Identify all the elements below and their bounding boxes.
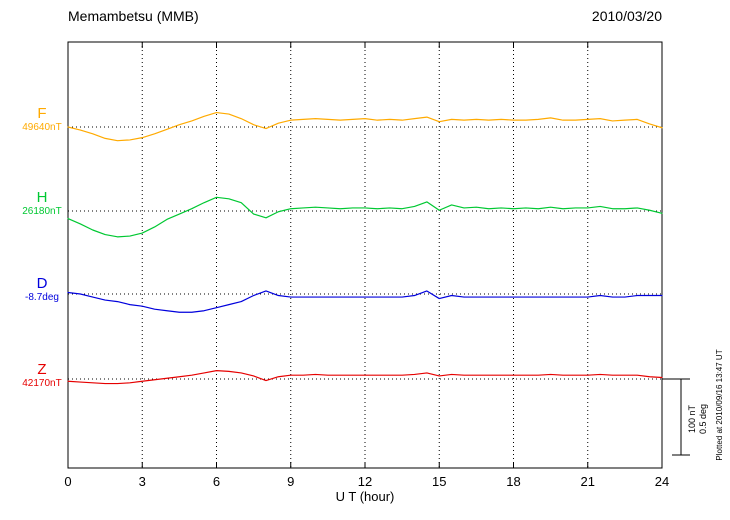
trace-F: [67, 111, 663, 142]
station-title: Memambetsu (MMB): [68, 8, 199, 24]
x-tick-label-12: 12: [358, 474, 372, 489]
series-label-D: D -8.7deg: [10, 275, 74, 304]
series-baseline-D: -8.7deg: [25, 292, 59, 303]
x-tick-label-18: 18: [506, 474, 520, 489]
x-axis-title: U T (hour): [335, 489, 395, 504]
x-tick-label-9: 9: [287, 474, 294, 489]
series-letter-D: D: [36, 275, 48, 292]
x-tick-label-24: 24: [655, 474, 669, 489]
x-tick-label-6: 6: [213, 474, 220, 489]
series-letter-Z: Z: [37, 361, 47, 378]
series-label-H: H 26180nT: [10, 189, 74, 218]
plotted-at-note: Plotted at 2010/09/16 13:47 UT: [715, 349, 724, 461]
series-label-Z: Z 42170nT: [10, 361, 74, 390]
series-label-F: F 49640nT: [10, 105, 74, 134]
series-letter-H: H: [36, 189, 48, 206]
series-baseline-Z: 42170nT: [22, 378, 62, 389]
trace-Z: [67, 370, 663, 385]
series-baseline-F: 49640nT: [22, 122, 62, 133]
scale-bar-label-nt: 100 nT: [687, 404, 697, 434]
x-tick-label-21: 21: [581, 474, 595, 489]
scale-bar-label: 100 nT 0.5 deg: [687, 389, 713, 449]
x-tick-label-0: 0: [64, 474, 71, 489]
trace-H: [67, 196, 663, 238]
observation-date: 2010/03/20: [591, 8, 662, 24]
series-letter-F: F: [37, 105, 47, 122]
trace-D: [67, 290, 663, 313]
x-tick-label-15: 15: [432, 474, 446, 489]
x-tick-label-3: 3: [139, 474, 146, 489]
series-baseline-H: 26180nT: [22, 206, 62, 217]
scale-bar-label-deg: 0.5 deg: [698, 403, 708, 435]
